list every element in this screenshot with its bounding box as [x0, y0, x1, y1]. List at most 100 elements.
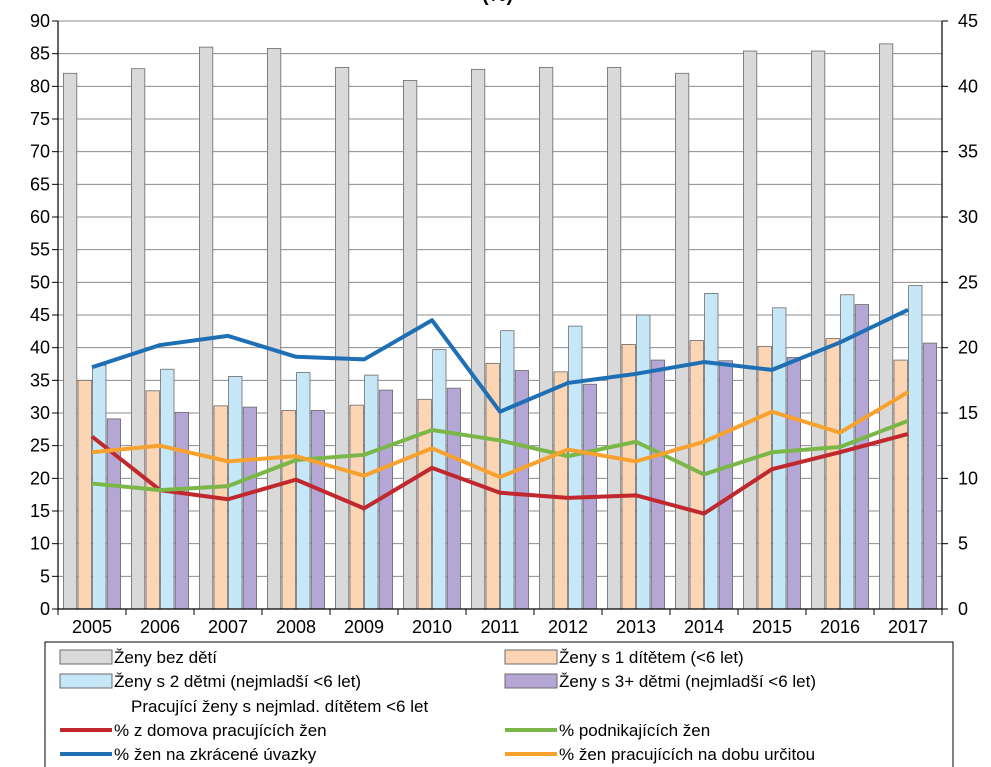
y-left-tick-label: 50 — [30, 272, 50, 292]
bar — [500, 330, 515, 610]
legend-label: % z domova pracujících žen — [114, 721, 327, 740]
legend-label: Ženy s 1 dítětem (<6 let) — [559, 648, 744, 667]
legend-swatch — [504, 673, 558, 689]
bar — [718, 360, 734, 610]
legend-label: Ženy s 2 dětmi (nejmladší <6 let) — [114, 672, 361, 691]
x-tick-label: 2015 — [752, 617, 792, 637]
series-line — [91, 390, 910, 480]
y-left-tick-label: 0 — [40, 599, 50, 619]
legend-swatch — [59, 649, 113, 665]
bar — [281, 409, 296, 610]
bar — [811, 50, 826, 610]
gridlines — [58, 20, 942, 610]
bars-group — [63, 43, 938, 610]
x-tick-label: 2008 — [276, 617, 316, 637]
y-left-tick-label: 25 — [30, 436, 50, 456]
y-left-tick-label: 45 — [30, 305, 50, 325]
y-left-tick-label: 75 — [30, 109, 50, 129]
bar — [446, 387, 462, 610]
bar — [213, 405, 228, 610]
y-left-tick-label: 40 — [30, 338, 50, 358]
bar — [106, 418, 121, 610]
bar — [364, 374, 379, 610]
legend-label: % podnikajících žen — [559, 721, 710, 740]
series-line — [91, 418, 909, 493]
x-tick-label: 2009 — [344, 617, 384, 637]
bar — [854, 304, 870, 610]
y-left-tick-label: 30 — [30, 403, 50, 423]
bar — [63, 72, 78, 610]
y-right-tick-label: 15 — [958, 403, 978, 423]
y-left-tick-label: 90 — [30, 11, 50, 31]
bar — [402, 80, 418, 610]
y-left-tick-label: 20 — [30, 468, 50, 488]
y-left-tick-label: 85 — [30, 44, 50, 64]
bar — [908, 285, 923, 610]
bar — [553, 371, 568, 610]
x-tick-label: 2016 — [820, 617, 860, 637]
x-tick-label: 2012 — [548, 617, 588, 637]
y-left-tick-label: 60 — [30, 207, 50, 227]
bar — [266, 48, 282, 610]
y-left-tick-label: 70 — [30, 142, 50, 162]
chart-title-suffix: (%) — [482, 0, 513, 6]
x-tick-label: 2005 — [72, 617, 112, 637]
y-right-tick-label: 40 — [958, 76, 978, 96]
lines-group — [90, 307, 910, 516]
bar — [786, 357, 802, 610]
bar — [879, 43, 894, 610]
bar — [77, 379, 92, 610]
legend-label: Ženy s 3+ dětmi (nejmladší <6 let) — [559, 672, 816, 691]
series-line — [90, 431, 909, 516]
y-right-tick-label: 10 — [958, 468, 978, 488]
legend-label: % žen pracujících na dobu určitou — [559, 745, 815, 764]
x-tick-label: 2010 — [412, 617, 452, 637]
bar — [145, 390, 160, 610]
x-tick-label: 2006 — [140, 617, 180, 637]
bar — [607, 66, 622, 610]
bar — [621, 343, 636, 610]
bar — [704, 293, 719, 610]
bar — [174, 411, 189, 610]
y-left-tick-label: 5 — [40, 566, 50, 586]
bar — [825, 338, 840, 610]
y-right-tick-label: 0 — [958, 599, 968, 619]
bar — [130, 68, 146, 610]
y-left-tick-label: 10 — [30, 534, 50, 554]
y-right-tick-label: 30 — [958, 207, 978, 227]
legend-label: % žen na zkrácené úvazky — [114, 745, 317, 764]
legend-heading: Pracující ženy s nejmlad. dítětem <6 let — [131, 697, 428, 716]
bar — [228, 376, 243, 610]
legend-swatch — [59, 673, 113, 689]
bar — [310, 409, 326, 610]
y-right-tick-label: 25 — [958, 272, 978, 292]
bar — [92, 364, 107, 610]
y-right-tick-label: 45 — [958, 11, 978, 31]
series-line — [91, 307, 909, 414]
bar — [922, 342, 938, 610]
y-left-tick-label: 15 — [30, 501, 50, 521]
bar — [650, 359, 666, 610]
y-right-tick-label: 35 — [958, 142, 978, 162]
y-left-tick-label: 55 — [30, 240, 50, 260]
axes-group: 0 5 10 15 20 25 30 35 40 45 50 55 60 65 70 75 80 85 90 0 5 10… — [30, 11, 978, 637]
bar — [242, 406, 257, 610]
x-tick-label: 2013 — [616, 617, 656, 637]
y-right-tick-label: 5 — [958, 534, 968, 554]
legend-box — [44, 641, 954, 767]
x-tick-label: 2017 — [888, 617, 928, 637]
bar — [772, 307, 787, 610]
bar — [334, 66, 350, 610]
x-tick-label: 2011 — [481, 617, 520, 637]
y-left-tick-label: 35 — [30, 370, 50, 390]
bar — [675, 72, 690, 610]
x-tick-label: 2014 — [684, 617, 724, 637]
bar — [568, 325, 583, 610]
legend-label: Ženy bez dětí — [114, 648, 217, 667]
y-left-tick-label: 80 — [30, 76, 50, 96]
legend: Ženy bez dětí Ženy s 1 dítětem (<6 let) Že… — [44, 641, 954, 767]
bar — [296, 372, 311, 610]
x-tick-label: 2007 — [208, 617, 248, 637]
bar — [198, 46, 214, 610]
